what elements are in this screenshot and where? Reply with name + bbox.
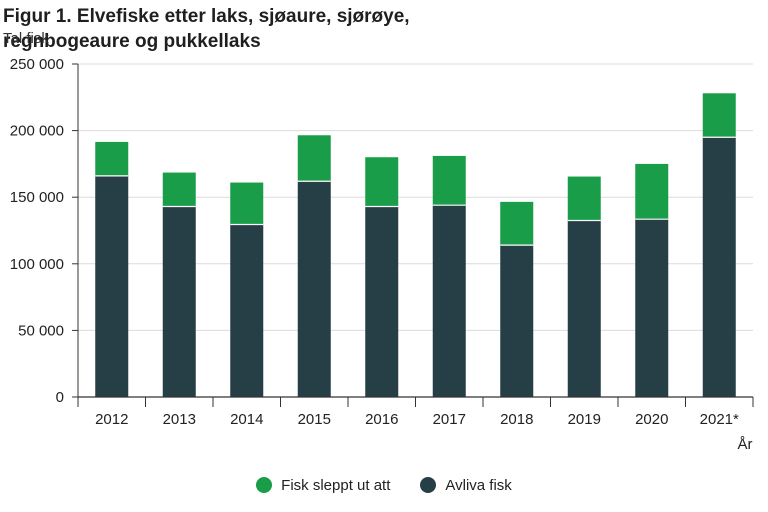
bar-fisk-sleppt-ut-att: [432, 155, 466, 206]
legend-label-released: Fisk sleppt ut att: [281, 476, 391, 494]
y-tick-label: 50 000: [18, 322, 64, 339]
x-tick-label: 2014: [230, 411, 263, 428]
x-tick-label: 2015: [298, 411, 331, 428]
bar-fisk-sleppt-ut-att: [635, 163, 669, 220]
x-tick-label: 2018: [500, 411, 533, 428]
bar-avliva-fisk: [297, 181, 331, 397]
y-tick-label: 150 000: [10, 189, 64, 206]
bar-avliva-fisk: [702, 137, 736, 397]
bar-avliva-fisk: [567, 220, 601, 397]
legend-label-killed: Avliva fisk: [445, 476, 512, 494]
bar-fisk-sleppt-ut-att: [230, 182, 264, 225]
bar-avliva-fisk: [432, 205, 466, 397]
y-tick-label: 250 000: [10, 56, 64, 73]
bar-fisk-sleppt-ut-att: [702, 93, 736, 138]
y-tick-label: 0: [56, 389, 64, 406]
bar-fisk-sleppt-ut-att: [500, 201, 534, 246]
chart-title: Figur 1. Elvefiske etter laks, sjøaure, …: [3, 6, 410, 52]
x-tick-label: 2017: [433, 411, 466, 428]
legend-swatch-released: [256, 477, 273, 493]
bar-fisk-sleppt-ut-att: [365, 157, 399, 207]
bar-avliva-fisk: [365, 206, 399, 397]
y-tick-label: 100 000: [10, 256, 64, 273]
bar-fisk-sleppt-ut-att: [95, 141, 129, 176]
legend: Fisk sleppt ut att Avliva fisk: [0, 474, 768, 496]
bar-avliva-fisk: [230, 224, 264, 397]
bar-fisk-sleppt-ut-att: [297, 135, 331, 182]
x-tick-label: 2012: [95, 411, 128, 428]
bar-avliva-fisk: [95, 175, 129, 397]
bar-avliva-fisk: [635, 219, 669, 397]
x-tick-label: 2021*: [700, 411, 739, 428]
x-tick-label: 2020: [635, 411, 668, 428]
bar-fisk-sleppt-ut-att: [567, 176, 601, 221]
x-tick-label: 2013: [163, 411, 196, 428]
bar-avliva-fisk: [162, 206, 196, 397]
x-tick-label: 2016: [365, 411, 398, 428]
legend-item-killed[interactable]: Avliva fisk: [420, 476, 512, 494]
y-tick-label: 200 000: [10, 123, 64, 140]
legend-item-released[interactable]: Fisk sleppt ut att: [256, 477, 390, 494]
x-axis-label: År: [738, 436, 753, 453]
x-tick-label: 2019: [568, 411, 601, 428]
y-axis-label: Tal fisk: [3, 30, 49, 47]
bar-fisk-sleppt-ut-att: [162, 172, 196, 207]
bar-avliva-fisk: [500, 245, 534, 397]
legend-swatch-killed: [420, 477, 437, 493]
